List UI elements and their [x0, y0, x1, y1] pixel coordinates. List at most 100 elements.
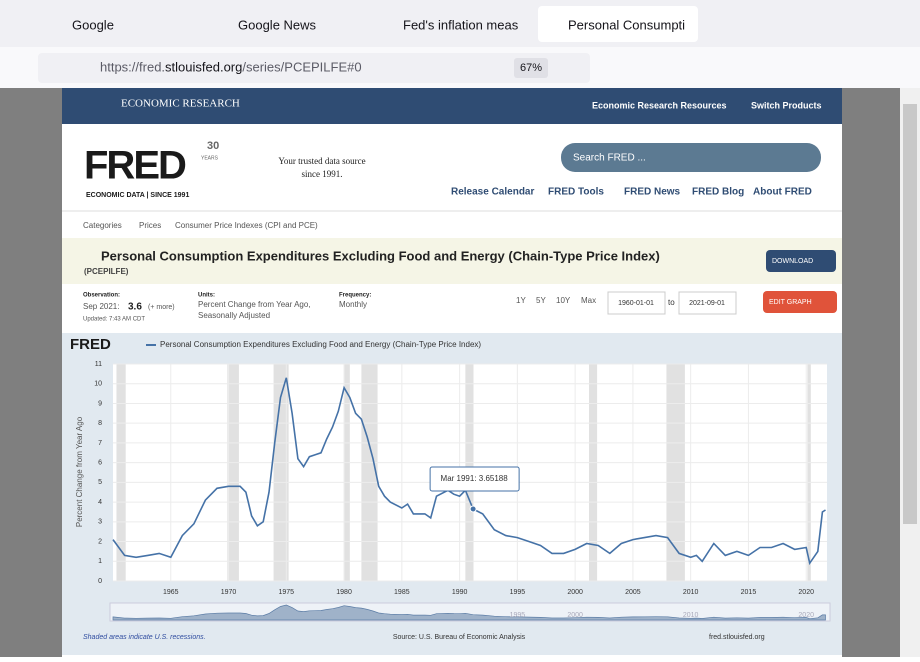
navigator-area [112, 604, 826, 621]
series-line [112, 377, 826, 566]
units: Percent Change from Year Ago, [198, 300, 311, 309]
recession [361, 364, 378, 581]
tab-title[interactable]: Fed's inflation meas [403, 17, 519, 32]
hover-point [469, 505, 477, 513]
x-tick-label: 2010 [683, 589, 699, 596]
range[interactable]: 1Y [516, 296, 526, 305]
label: Frequency: [339, 293, 371, 299]
y-tick-label: 8 [98, 420, 102, 427]
y-tick-label: 4 [98, 499, 102, 506]
download-button[interactable] [766, 250, 836, 272]
breadcrumb[interactable]: Prices [139, 221, 161, 230]
tab-bar [0, 0, 920, 47]
end-date[interactable] [678, 291, 737, 315]
navigator-tick: 1995 [510, 612, 526, 619]
download[interactable]: DOWNLOAD [772, 258, 813, 265]
y-tick-label: 5 [98, 479, 102, 486]
y-tick-label: 11 [95, 361, 102, 368]
y-axis-label: Percent Change from Year Ago [75, 416, 84, 527]
edit[interactable]: EDIT GRAPH [769, 299, 812, 306]
badge: YEARS [201, 155, 219, 161]
breadcrumb[interactable]: Consumer Price Indexes (CPI and PCE) [175, 221, 318, 230]
navigator-tick: 2020 [798, 612, 814, 619]
url: https://fred. [100, 59, 165, 74]
nav-link[interactable]: Switch Products [751, 100, 822, 110]
frequency: Monthly [339, 300, 367, 309]
url: /series/PCEPILFE#0 [242, 59, 361, 74]
recession [227, 364, 239, 581]
tab-title[interactable]: Google [72, 17, 114, 32]
range[interactable]: 5Y [536, 296, 546, 305]
source: Source: U.S. Bureau of Economic Analysis [393, 634, 526, 641]
x-tick-label: 2005 [625, 589, 641, 596]
nav-link[interactable]: Economic Research Resources [592, 100, 727, 110]
zoom: 67% [520, 62, 542, 74]
y-tick-label: 10 [94, 381, 102, 388]
chart-logo: FRED [70, 336, 111, 353]
search-box[interactable] [561, 143, 821, 172]
y-tick-label: 7 [98, 440, 102, 447]
tagline: since 1991. [302, 169, 343, 179]
x-tick-label: 1995 [510, 589, 526, 596]
site: fred.stlouisfed.org [709, 634, 765, 641]
menu-link[interactable]: Release Calendar [451, 187, 534, 198]
recession [589, 364, 598, 581]
recession [344, 364, 350, 581]
y-tick-label: 6 [98, 459, 102, 466]
obs-value: 3.6 [128, 302, 142, 313]
logo-sub: ECONOMIC DATA | SINCE 1991 [86, 192, 189, 199]
menu-link[interactable]: FRED Tools [548, 187, 604, 198]
y-tick-label: 9 [98, 400, 102, 407]
scroll-thumb[interactable] [903, 104, 917, 524]
y-tick-label: 0 [98, 578, 102, 585]
updated: Updated: 7:43 AM CDT [83, 317, 145, 323]
units: Seasonally Adjusted [198, 311, 270, 320]
x-tick-label: 1985 [394, 589, 410, 596]
start-date[interactable] [607, 291, 666, 315]
x-tick-label: 1990 [452, 589, 468, 596]
zoom-badge[interactable] [514, 58, 548, 78]
active-tab[interactable] [538, 6, 698, 42]
range[interactable]: 10Y [556, 296, 571, 305]
recession [116, 364, 126, 581]
address-bar[interactable] [38, 53, 590, 83]
top-header [62, 88, 842, 124]
menu-link[interactable]: About FRED [753, 187, 812, 198]
to: to [668, 298, 675, 307]
y-tick-label: 3 [98, 519, 102, 526]
x-tick-label: 1965 [163, 589, 179, 596]
recession [807, 364, 811, 581]
menu-link[interactable]: FRED News [624, 187, 681, 198]
range[interactable]: Max [581, 296, 596, 305]
title-band [62, 238, 842, 284]
note: Shaded areas indicate U.S. recessions. [83, 634, 206, 641]
series-title: Personal Consumption Expenditures Exclud… [101, 248, 660, 263]
tagline: Your trusted data source [278, 156, 365, 166]
date[interactable]: 2021-09-01 [689, 300, 725, 307]
breadcrumb[interactable]: Categories [83, 221, 122, 230]
y-tick-label: 1 [98, 558, 102, 565]
date[interactable]: 1960-01-01 [618, 300, 654, 307]
logo: FRED [84, 144, 186, 188]
obs-more[interactable]: (+ more) [148, 304, 175, 311]
x-tick-label: 2000 [567, 589, 583, 596]
navigator-tick: 2010 [683, 612, 699, 619]
tab-title[interactable]: Google News [238, 17, 317, 32]
search-placeholder[interactable]: Search FRED ... [573, 153, 646, 164]
x-tick-label: 2020 [798, 589, 814, 596]
menu-link[interactable]: FRED Blog [692, 187, 744, 198]
y-tick-label: 2 [98, 538, 102, 545]
x-tick-label: 1980 [336, 589, 352, 596]
legend: Personal Consumption Expenditures Exclud… [160, 340, 481, 349]
series-code: (PCEPILFE) [84, 267, 129, 276]
tooltip: Mar 1991: 3.65188 [441, 474, 509, 483]
tooltip-box [429, 466, 520, 492]
edit-graph-button[interactable] [763, 291, 837, 313]
x-tick-label: 1975 [279, 589, 295, 596]
x-tick-label: 1970 [221, 589, 237, 596]
brand: ECONOMIC RESEARCH [121, 98, 240, 110]
obs-date: Sep 2021: [83, 302, 119, 311]
tab-title[interactable]: Personal Consumpti [568, 17, 685, 32]
